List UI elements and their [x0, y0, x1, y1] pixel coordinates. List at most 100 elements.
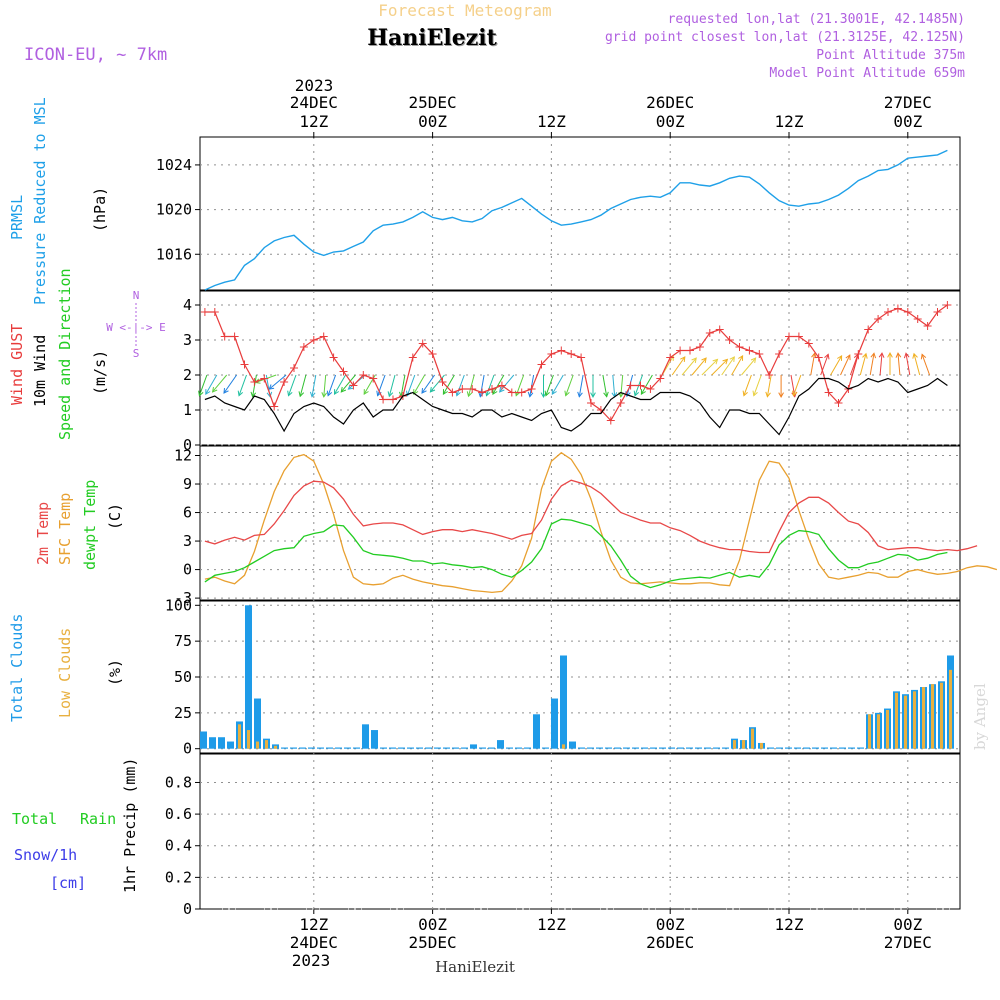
wind-arrow-shaft [212, 374, 228, 393]
wind-arrow-shaft [551, 374, 564, 395]
wind-arrow-shaft [681, 357, 697, 376]
precip-tick-label: 0.6 [165, 805, 192, 823]
clouds-tick-label: 100 [165, 596, 192, 614]
total-cloud-bar [353, 747, 360, 749]
bottom-hour-label: 12Z [775, 915, 804, 934]
wind-arrow-shaft [311, 374, 317, 397]
wind-series [200, 301, 952, 436]
time-gridlines [313, 132, 909, 914]
total-cloud-bar [551, 698, 558, 749]
wind-arrow-head [603, 391, 609, 398]
total-cloud-bar [470, 744, 477, 749]
total-cloud-bar [623, 747, 630, 749]
compass-north: N [133, 289, 140, 302]
precip-tick-label: 0.8 [165, 773, 192, 791]
wind-arrow-head [738, 355, 744, 361]
wind-arrow-head [551, 389, 557, 395]
top-hour-label: 00Z [418, 112, 447, 131]
wind-arrow-shaft [612, 374, 616, 397]
wind-arrow-head [680, 356, 686, 362]
wind-arrow-head [340, 386, 347, 393]
wind-arrow-shaft [869, 353, 875, 376]
wind-arrow-head [268, 384, 275, 390]
wind-arrow-head [750, 357, 757, 364]
bottom-date-label: 24DEC [290, 933, 338, 952]
wind-tick-label: 4 [183, 296, 192, 314]
total-cloud-bar [434, 747, 441, 749]
bottom-hour-label: 00Z [418, 915, 447, 934]
low-cloud-bar [877, 714, 880, 749]
wind-arrow-head [544, 390, 550, 397]
low-cloud-bar [922, 687, 925, 749]
total-cloud-bar [668, 747, 675, 749]
pressure-label-desc: Pressure Reduced to MSL [31, 97, 49, 305]
precip-tick-label: 0 [183, 900, 192, 918]
wind-arrow-shaft [205, 374, 218, 395]
wind-tick-label: 0 [183, 436, 192, 454]
wind-arrow-shaft [913, 353, 921, 376]
wind-arrow-shaft [334, 374, 346, 395]
temp-unit: (C) [106, 503, 124, 530]
total-cloud-bar [848, 747, 855, 749]
total-cloud-bar [569, 741, 576, 749]
total-cloud-bar [641, 747, 648, 749]
wind-arrow-head [912, 352, 918, 359]
total-cloud-bar [695, 747, 702, 749]
precip-label-cm: [cm] [50, 874, 86, 892]
wind-arrow-shaft [492, 374, 505, 395]
temp-tick-label: 6 [183, 504, 192, 522]
wind-arrow-shaft [456, 374, 465, 396]
wind-arrow-shaft [721, 356, 735, 376]
low-cloud-bar [886, 709, 889, 749]
wind-arrow-shaft [766, 374, 772, 397]
total-cloud-bar [587, 747, 594, 749]
top-year-label: 2023 [295, 76, 334, 95]
total-cloud-bar [821, 747, 828, 749]
dewpoint-line [204, 518, 948, 589]
clouds-unit: (%) [106, 659, 124, 686]
total-cloud-bar [200, 731, 207, 749]
wind-arrow-head [887, 351, 893, 358]
clouds-tick-label: 0 [183, 740, 192, 758]
wind-arrow-head [878, 352, 885, 358]
wind-arrow-shaft [661, 355, 674, 376]
wind-arrow-shaft [400, 374, 406, 397]
wind-arrow-shaft [753, 374, 762, 396]
sfc-temp-line [204, 451, 998, 594]
location-title: HaniElezit [367, 25, 497, 51]
temp-tick-label: 3 [183, 532, 192, 550]
wind-arrow-shaft [442, 374, 455, 395]
wind-arrow-shaft [413, 374, 426, 395]
total-cloud-bar [560, 655, 567, 749]
wind-tick-label: 2 [183, 366, 192, 384]
total-cloud-bar [488, 747, 495, 749]
wind-arrow-shaft [792, 374, 802, 396]
wind-arrow-shaft [429, 374, 445, 393]
top-hour-label: 12Z [537, 112, 566, 131]
bottom-year-label: 2023 [292, 951, 331, 970]
precip-unit: 1hr Precip (mm) [121, 758, 139, 893]
location-title-shadow: HaniElezit [368, 26, 498, 52]
total-cloud-bar [290, 747, 297, 749]
total-cloud-bar [506, 747, 513, 749]
compass-west-east: W <-|-> E [106, 321, 166, 334]
low-cloud-bar [904, 695, 907, 749]
wind-arrow-shaft [486, 374, 495, 396]
model-altitude: Model Point Altitude 659m [769, 66, 965, 81]
wind-arrow-shaft [830, 355, 843, 376]
total-cloud-bar [443, 747, 450, 749]
total-cloud-bar [857, 747, 864, 749]
wind-arrow-head [862, 352, 868, 359]
model-label: ICON-EU, ~ 7km [24, 45, 167, 65]
low-cloud-bar [895, 692, 898, 749]
wind-arrow-head [845, 354, 851, 361]
low-cloud-bar [931, 684, 934, 749]
wind-arrow-head [223, 388, 229, 394]
pressure-label-prmsl: PRMSL [8, 195, 26, 240]
clouds-tick-label: 75 [174, 632, 192, 650]
total-cloud-bar [380, 747, 387, 749]
wind-arrow-head [824, 353, 830, 360]
total-cloud-bar [659, 747, 666, 749]
wind-tick-label: 1 [183, 401, 192, 419]
